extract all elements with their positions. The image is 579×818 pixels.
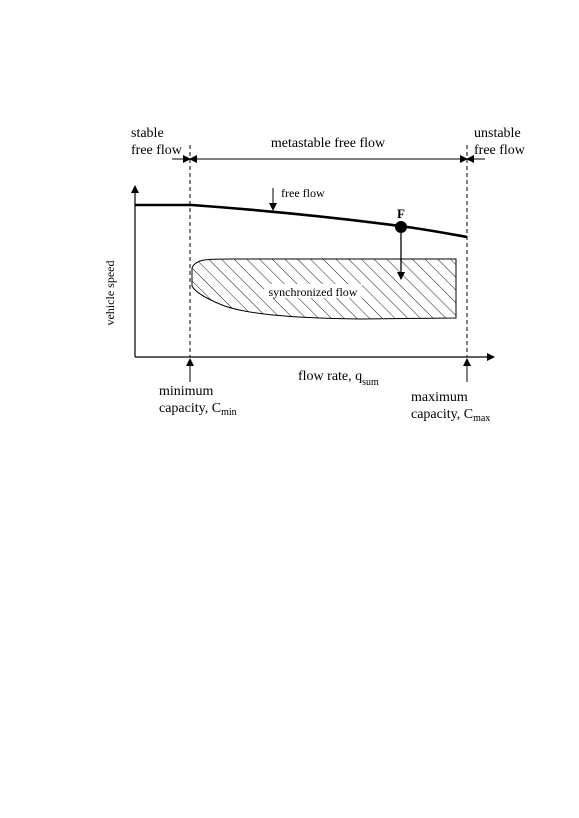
x-axis-label-subscript: sum — [362, 377, 379, 388]
x-axis-label: flow rate, qsum — [298, 369, 379, 388]
y-axis-label: vehicle speed — [103, 261, 117, 326]
min-capacity-subscript: min — [221, 407, 237, 418]
synchronized-flow-label: synchronized flow — [269, 285, 358, 299]
x-axis-label-main: flow rate, q — [298, 369, 362, 384]
free-flow-label: free flow — [281, 186, 325, 200]
max-capacity-subscript: max — [473, 413, 490, 424]
max-capacity-label-line1: maximum — [411, 390, 468, 405]
stable-label-line2: free flow — [131, 143, 183, 158]
min-capacity-label-line1: minimum — [159, 384, 214, 399]
synchronized-label-bg — [264, 284, 362, 298]
unstable-label-line1: unstable — [474, 126, 521, 141]
max-capacity-label-main: capacity, C — [411, 407, 473, 422]
free-flow-curve — [135, 203, 468, 239]
stable-label-line1: stable — [131, 126, 164, 141]
min-capacity-label-main: capacity, C — [159, 401, 221, 416]
min-capacity-label-line2: capacity, Cmin — [159, 401, 237, 418]
unstable-label-line2: free flow — [474, 143, 526, 158]
point-f-marker — [395, 221, 407, 233]
metastable-label: metastable free flow — [271, 136, 386, 151]
point-f-label: F — [397, 206, 405, 221]
max-capacity-label-line2: capacity, Cmax — [411, 407, 490, 424]
